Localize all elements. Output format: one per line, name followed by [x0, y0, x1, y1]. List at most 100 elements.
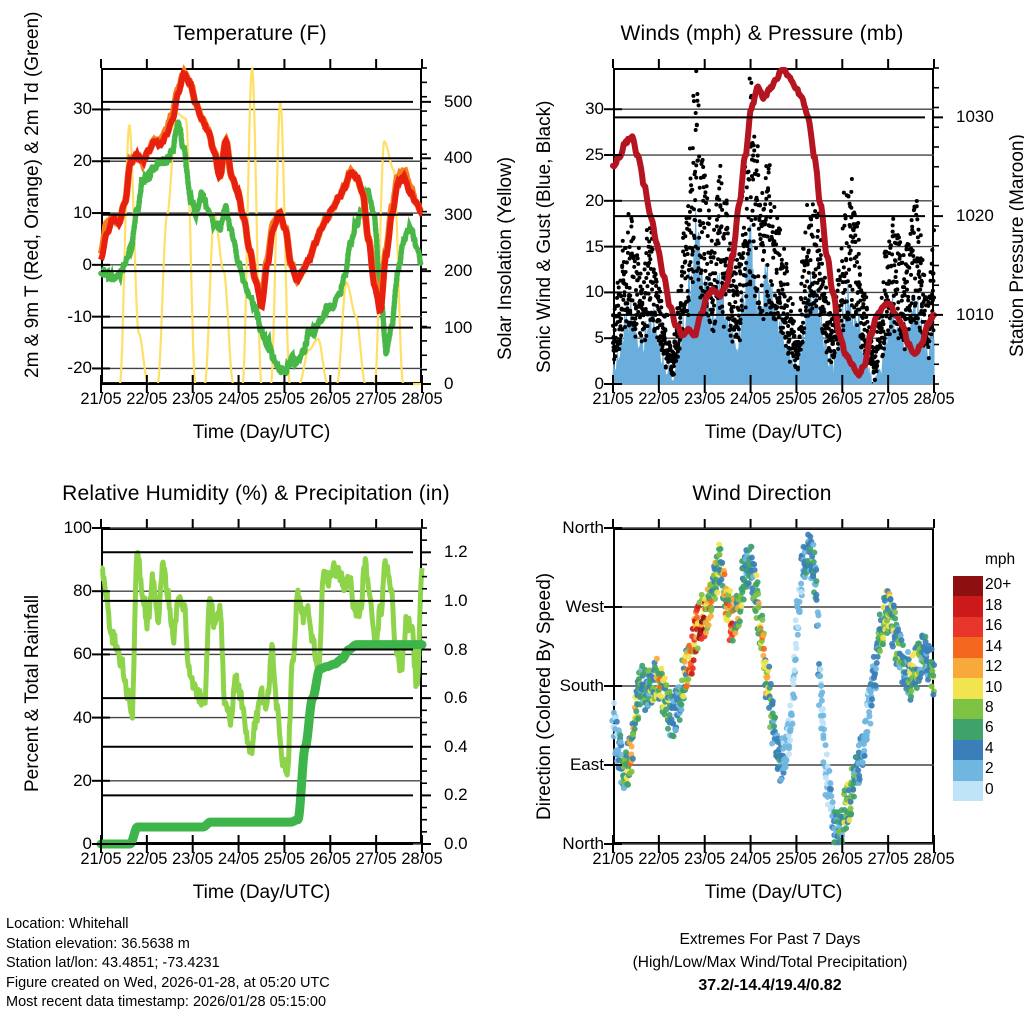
axis-tick-label: 100 — [444, 317, 473, 337]
axis-tick-label: 0.2 — [444, 785, 468, 805]
temperature-y-axis-label-left: 2m & 9m T (Red, Orange) & 2m Td (Green) — [22, 11, 43, 378]
axis-tick-label: North — [562, 518, 604, 537]
footer-line-created: Figure created on Wed, 2026-01-28, at 05… — [6, 974, 330, 991]
axis-tick-label: 5 — [594, 328, 604, 348]
winds-plot-frame — [613, 68, 934, 384]
colorbar-swatch[interactable] — [953, 760, 983, 781]
axis-tick-label: 27/05 — [355, 390, 397, 408]
footer-line-location: Location: Whitehall — [6, 916, 129, 932]
colorbar-swatch[interactable] — [953, 596, 983, 617]
axis-tick-label: -20 — [67, 358, 92, 378]
axis-tick-label: 1010 — [956, 304, 994, 324]
axis-tick-label: 0.8 — [444, 639, 468, 659]
axis-tick-label: 24/05 — [217, 850, 260, 868]
axis-tick-label: 10 — [585, 282, 604, 302]
winds-y-axis-label-left: Sonic Wind & Gust (Blue, Black) — [534, 100, 555, 373]
footer-line-latlon: Station lat/lon: 43.4851; -73.4231 — [6, 955, 220, 972]
footer-line-elevation: Station elevation: 36.5638 m — [6, 935, 190, 952]
axis-tick-label: 28/05 — [913, 390, 955, 408]
axis-tick-label: 0 — [444, 374, 454, 393]
extremes-heading: Extremes For Past 7 Days — [679, 931, 861, 948]
temperature-x-axis-label: Time (Day/UTC) — [192, 422, 331, 443]
wind-direction-x-axis-label: Time (Day/UTC) — [704, 882, 843, 903]
axis-tick-label: 25/05 — [775, 390, 818, 408]
axis-tick-label: 30 — [73, 99, 92, 119]
colorbar-swatch[interactable] — [953, 719, 983, 740]
axis-tick-label: 15 — [585, 236, 604, 256]
axis-tick-label: 26/05 — [821, 390, 863, 408]
axis-tick-label: 23/05 — [684, 850, 726, 868]
axis-tick-label: South — [559, 676, 604, 695]
axis-tick-label: 23/05 — [684, 390, 726, 408]
colorbar-tick-label: 6 — [985, 719, 994, 737]
temperature-plot-frame — [101, 68, 422, 384]
winds-y-axis-label-right: Station Pressure (Maroon) — [1007, 134, 1024, 357]
axis-tick-label: 0 — [82, 834, 92, 853]
axis-tick-label: 26/05 — [309, 390, 351, 408]
colorbar-tick-label: 8 — [985, 698, 994, 716]
temperature-panel-title: Temperature (F) — [173, 22, 327, 45]
axis-tick-label: 20 — [585, 190, 604, 210]
colorbar-swatch[interactable] — [953, 698, 983, 720]
axis-tick-label: 27/05 — [867, 390, 909, 408]
axis-tick-label: 24/05 — [217, 390, 260, 408]
colorbar-swatch[interactable] — [953, 657, 983, 679]
axis-tick-label: 500 — [444, 91, 473, 111]
winds-panel-title: Winds (mph) & Pressure (mb) — [620, 22, 904, 45]
humidity-x-axis-label: Time (Day/UTC) — [192, 882, 331, 903]
footer-line-timestamp: Most recent data timestamp: 2026/01/28 0… — [6, 994, 327, 1011]
axis-tick-label: 21/05 — [592, 390, 634, 408]
axis-tick-label: 0.0 — [444, 834, 468, 853]
colorbar-tick-label: 4 — [985, 739, 994, 757]
axis-tick-label: 22/05 — [126, 390, 168, 408]
colorbar-swatch[interactable] — [953, 616, 983, 638]
wind-direction-panel: Wind Direction North West South East North 2… — [512, 460, 1024, 915]
axis-tick-label: 21/05 — [592, 850, 634, 868]
axis-tick-label: 23/05 — [172, 390, 214, 408]
axis-tick-label: 1.0 — [444, 590, 468, 610]
extremes-value: 37.2/-14.4/19.4/0.82 — [698, 977, 842, 994]
axis-tick-label: 22/05 — [126, 850, 168, 868]
axis-tick-label: 25/05 — [775, 850, 818, 868]
axis-tick-label: 0.4 — [444, 736, 468, 756]
axis-tick-label: 20 — [73, 770, 92, 790]
axis-tick-label: 24/05 — [729, 850, 772, 868]
wind-speed-colorbar[interactable] — [952, 575, 984, 802]
axis-tick-label: 0.6 — [444, 688, 468, 708]
winds-x-axis-label: Time (Day/UTC) — [704, 422, 843, 443]
humidity-plot-frame — [101, 528, 422, 844]
humidity-y-axis-label-left: Percent & Total Rainfall — [22, 594, 43, 792]
colorbar-swatch[interactable] — [953, 739, 983, 761]
colorbar-tick-label: 10 — [985, 678, 1003, 696]
axis-tick-label: -10 — [67, 306, 92, 326]
humidity-panel-title: Relative Humidity (%) & Precipitation (i… — [62, 482, 450, 505]
axis-tick-label: 20 — [73, 151, 92, 171]
colorbar-swatch[interactable] — [953, 780, 983, 801]
colorbar-tick-label: 18 — [985, 596, 1003, 614]
axis-tick-label: 1030 — [956, 107, 994, 127]
axis-tick-label: 26/05 — [309, 850, 351, 868]
axis-tick-label: 25/05 — [263, 390, 306, 408]
colorbar-swatch[interactable] — [953, 637, 983, 658]
axis-tick-label: 25 — [585, 145, 604, 164]
axis-tick-label: 21/05 — [80, 390, 122, 408]
wind-direction-plot-frame — [613, 528, 934, 844]
station-metadata-footer: Location: Whitehall Station elevation: 3… — [6, 915, 330, 1013]
axis-tick-label: 1.2 — [444, 542, 468, 562]
wind-direction-y-axis-label: Direction (Colored By Speed) — [534, 572, 555, 820]
axis-tick-label: 400 — [444, 148, 473, 168]
axis-tick-label: West — [565, 597, 604, 616]
colorbar-swatch[interactable] — [953, 678, 983, 699]
colorbar-swatch[interactable] — [953, 576, 983, 597]
axis-tick-label: 60 — [73, 644, 92, 664]
winds-pressure-panel: Winds (mph) & Pressure (mb) 30 25 20 15 10 5 0… — [512, 0, 1024, 455]
axis-tick-label: 300 — [444, 204, 473, 224]
axis-tick-label: North — [562, 834, 604, 853]
axis-tick-label: 22/05 — [638, 850, 680, 868]
axis-tick-label: 80 — [73, 581, 92, 601]
axis-tick-label: 200 — [444, 261, 473, 281]
axis-tick-label: East — [569, 755, 604, 774]
axis-tick-label: 40 — [73, 707, 92, 727]
colorbar-tick-label: 20+ — [985, 576, 1012, 594]
axis-tick-label: 21/05 — [80, 850, 122, 868]
